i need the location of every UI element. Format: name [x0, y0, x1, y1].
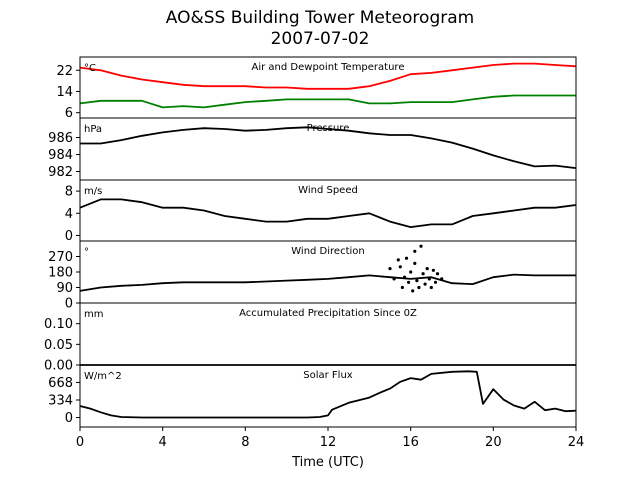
ytick-label-3-2: 180 [48, 266, 73, 281]
unit-label-1: hPa [84, 124, 102, 135]
scatter-point-3-21 [440, 277, 444, 281]
figure-title-date: 2007-07-02 [270, 29, 370, 49]
unit-label-3: ° [84, 247, 89, 258]
scatter-point-3-13 [421, 272, 425, 276]
series-line-3-0 [79, 273, 576, 292]
ytick-label-5-0: 0 [65, 411, 73, 426]
ytick-label-4-0: 0.00 [44, 359, 73, 374]
ytick-label-2-0: 0 [65, 229, 73, 244]
unit-label-0: °C [84, 63, 96, 74]
series-line-0-0 [79, 62, 577, 90]
panel-title-3: Wind Direction [291, 246, 365, 257]
ytick-label-2-1: 4 [65, 207, 73, 222]
panel-5: 0 334 668 W/m^2 Solar Flux [48, 364, 577, 428]
xtick-label-5: 20 [485, 435, 502, 450]
unit-label-4: mm [84, 309, 103, 320]
panel-title-1: Pressure [307, 123, 350, 134]
scatter-point-3-14 [423, 282, 427, 286]
ytick-label-1-1: 984 [48, 148, 73, 163]
panel-1: 982 984 986 hPa Pressure [48, 117, 577, 181]
series-line-1-0 [80, 126, 577, 169]
scatter-point-3-23 [396, 258, 400, 262]
scatter-point-3-20 [435, 272, 440, 276]
xtick-label-4: 16 [402, 435, 419, 450]
scatter-point-3-12 [419, 244, 423, 248]
ytick-label-5-1: 334 [48, 393, 73, 408]
scatter-point-3-8 [411, 289, 415, 293]
panel-2: 0 4 8 m/s Wind Speed [65, 179, 577, 244]
ytick-label-3-1: 90 [56, 281, 73, 296]
scatter-point-3-10 [415, 279, 419, 283]
scatter-point-3-9 [413, 261, 417, 265]
scatter-point-3-11 [417, 285, 421, 290]
xtick-label-0: 0 [76, 435, 84, 450]
ytick-label-0-0: 6 [65, 106, 73, 121]
scatter-point-3-0 [388, 267, 392, 271]
scatter-point-3-17 [429, 285, 433, 290]
panel-4: 0.00 0.05 0.10 mm Accumulated Precipitation … [44, 302, 577, 374]
scatter-point-3-3 [400, 285, 404, 290]
ytick-label-3-3: 270 [48, 250, 73, 265]
ytick-label-0-1: 14 [56, 85, 73, 100]
figure-title-main: AO&SS Building Tower Meteorogram [165, 8, 475, 28]
xtick-label-2: 8 [241, 435, 249, 450]
ytick-label-4-2: 0.10 [44, 317, 73, 332]
ytick-label-4-1: 0.05 [44, 338, 73, 353]
x-axis-label: Time (UTC) [291, 455, 364, 470]
panel-title-2: Wind Speed [298, 185, 358, 196]
figure-title: AO&SS Building Tower Meteorogram 2007-07… [0, 8, 640, 50]
series-line-5-0 [79, 370, 577, 419]
ytick-label-1-2: 986 [48, 131, 73, 146]
scatter-point-3-2 [398, 265, 402, 269]
panel-title-5: Solar Flux [303, 370, 353, 381]
ytick-label-1-0: 982 [48, 165, 73, 180]
scatter-point-3-6 [407, 280, 411, 284]
scatter-point-3-4 [402, 275, 407, 279]
panel-0: 6 14 22 °C Air and Dewpoint Temperature [56, 56, 577, 121]
ytick-label-3-0: 0 [65, 297, 73, 312]
xtick-label-3: 12 [320, 435, 337, 450]
scatter-point-3-22 [413, 249, 417, 253]
ytick-label-2-2: 8 [65, 185, 73, 200]
scatter-point-3-15 [425, 267, 429, 271]
scatter-point-3-7 [409, 270, 413, 274]
series-line-0-1 [79, 94, 576, 109]
ytick-label-0-2: 22 [56, 64, 73, 79]
xtick-label-6: 24 [568, 435, 585, 450]
scatter-point-3-1 [392, 277, 396, 281]
unit-label-5: W/m^2 [84, 371, 122, 382]
unit-label-2: m/s [84, 186, 102, 197]
panel-title-0: Air and Dewpoint Temperature [252, 62, 405, 73]
scatter-point-3-5 [404, 256, 409, 260]
scatter-point-3-18 [431, 268, 435, 272]
ytick-label-5-2: 668 [48, 376, 73, 391]
scatter-point-3-16 [427, 277, 431, 281]
series-line-2-0 [79, 198, 577, 229]
scatter-point-3-19 [433, 280, 438, 284]
panel-title-4: Accumulated Precipitation Since 0Z [239, 308, 417, 319]
xtick-label-1: 4 [159, 435, 167, 450]
